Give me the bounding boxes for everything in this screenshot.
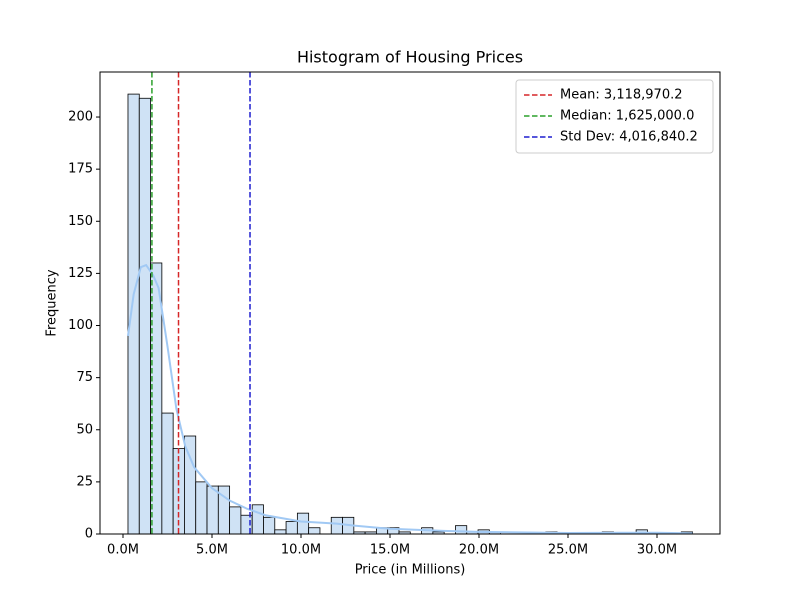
y-tick-label: 150: [68, 214, 93, 229]
bar: [308, 527, 321, 535]
legend: Mean: 3,118,970.2 Median: 1,625,000.0 Std …: [515, 79, 714, 154]
x-tick-label: 25.0M: [548, 543, 588, 558]
x-tick-label: 10.0M: [281, 543, 321, 558]
x-axis-label: Price (in Millions): [355, 563, 466, 578]
x-tick-label: 15.0M: [370, 543, 410, 558]
plot-frame: [99, 71, 721, 535]
x-tick-label: 30.0M: [637, 543, 677, 558]
y-tick-label: 125: [68, 266, 93, 281]
bar: [263, 516, 276, 535]
bar: [285, 521, 298, 535]
legend-box: [515, 79, 714, 154]
bar: [195, 481, 208, 535]
bar: [161, 412, 174, 535]
bar: [206, 485, 219, 535]
y-tick-label: 75: [76, 370, 93, 385]
bar: [229, 506, 242, 535]
bar: [330, 516, 343, 535]
y-tick-label: 100: [68, 318, 93, 333]
x-tick-label: 0.0M: [107, 543, 139, 558]
x-tick-label: 5.0M: [196, 543, 228, 558]
y-tick-label: 200: [68, 110, 93, 125]
y-tick-label: 0: [85, 527, 93, 542]
y-tick-label: 25: [76, 474, 93, 489]
y-tick-label: 175: [68, 162, 93, 177]
legend-label: Mean: 3,118,970.2: [560, 88, 683, 103]
x-tick-label: 20.0M: [459, 543, 499, 558]
bar: [455, 525, 468, 535]
bar: [274, 529, 287, 535]
legend-label: Median: 1,625,000.0: [560, 109, 694, 124]
bar: [251, 504, 264, 535]
bar: [127, 93, 140, 535]
bar: [296, 512, 310, 535]
y-tick-label: 50: [76, 422, 93, 437]
y-axis-label: Frequency: [45, 269, 60, 336]
legend-label: Std Dev: 4,016,840.2: [560, 130, 698, 145]
chart-title: Histogram of Housing Prices: [297, 48, 523, 67]
bar: [138, 97, 151, 535]
